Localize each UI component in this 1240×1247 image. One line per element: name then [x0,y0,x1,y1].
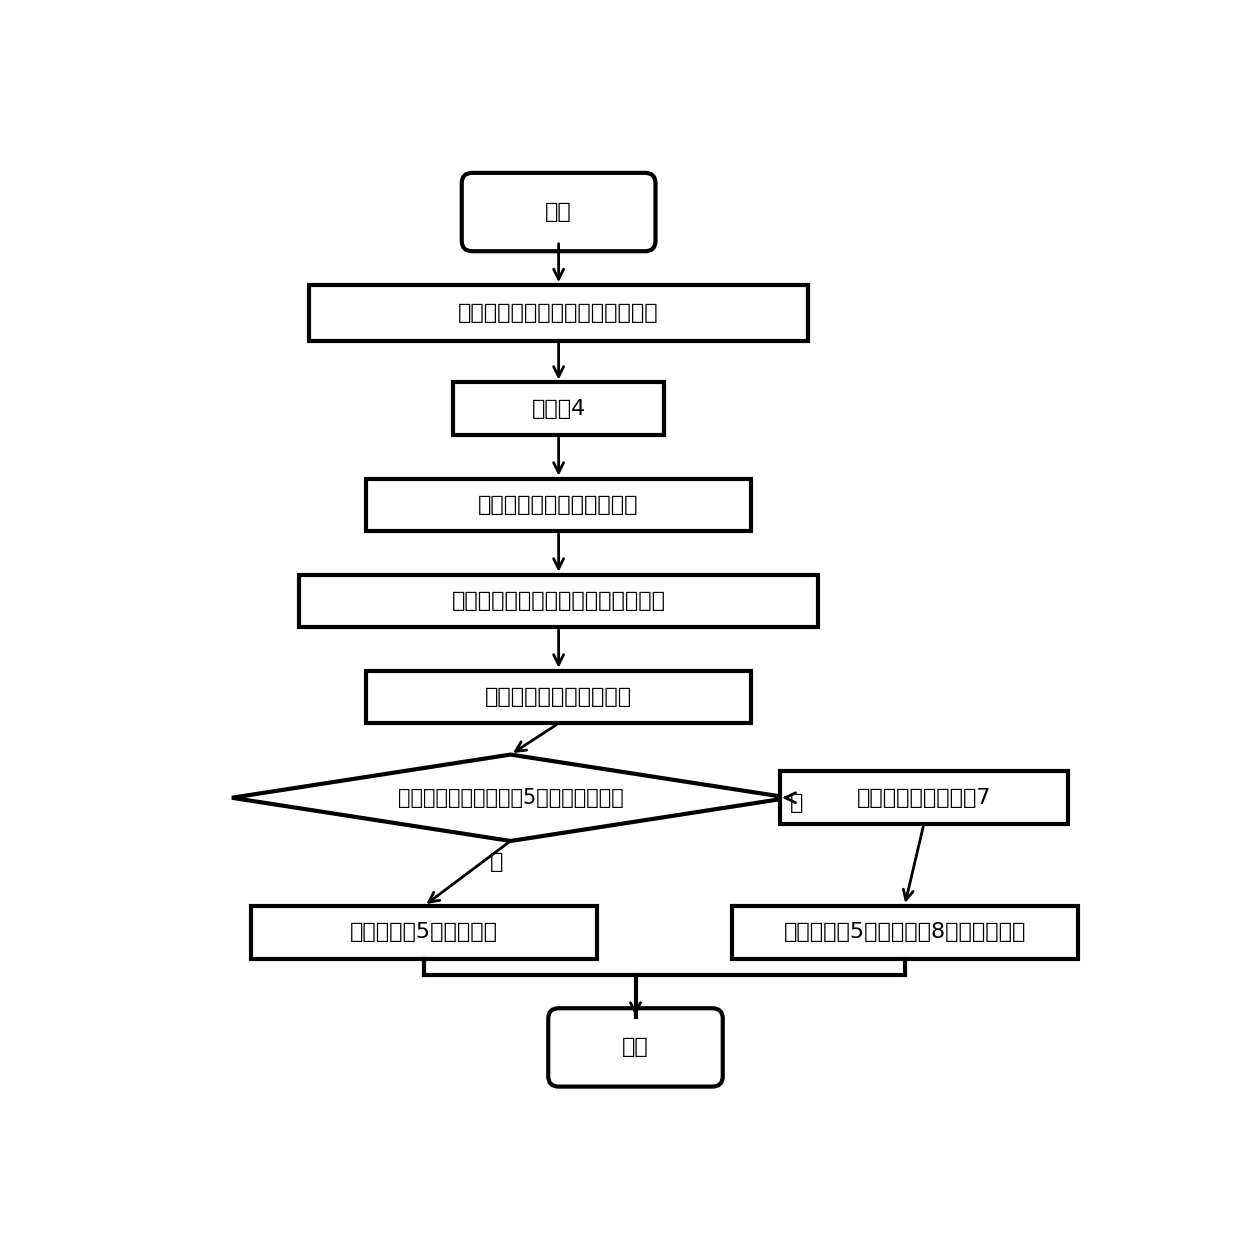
FancyBboxPatch shape [548,1009,723,1086]
Text: 控制主电机5的输出转矩: 控制主电机5的输出转矩 [350,923,498,943]
Text: 是: 是 [490,852,503,872]
Bar [732,905,1078,959]
FancyBboxPatch shape [461,173,656,251]
Bar [299,575,818,627]
Text: 与传感器采集的转向盘转矩进行运算: 与传感器采集的转向盘转矩进行运算 [451,591,666,611]
Text: 闭合第一电磁离合器7: 闭合第一电磁离合器7 [857,788,991,808]
Bar [367,671,750,723]
Text: 是否小于或等于主电机5的最大输出转矩: 是否小于或等于主电机5的最大输出转矩 [398,788,624,808]
Bar [250,905,596,959]
Text: 控制主电机5和辅助电机8共同输出转矩: 控制主电机5和辅助电机8共同输出转矩 [784,923,1025,943]
Text: 助力电机应当输出的转矩: 助力电机应当输出的转矩 [485,687,632,707]
Text: 结束: 结束 [622,1038,649,1057]
Bar [780,772,1068,824]
Bar [453,383,665,435]
Text: 否: 否 [790,793,804,813]
Bar [309,286,808,340]
Bar [367,479,750,531]
Text: 开始: 开始 [546,202,572,222]
Text: 采集车速、转向盘转矩、转角信号: 采集车速、转向盘转矩、转角信号 [459,303,658,323]
Text: 控制器4: 控制器4 [532,399,585,419]
Polygon shape [232,754,789,840]
Text: 转向盘应当具有的转向力矩: 转向盘应当具有的转向力矩 [479,495,639,515]
